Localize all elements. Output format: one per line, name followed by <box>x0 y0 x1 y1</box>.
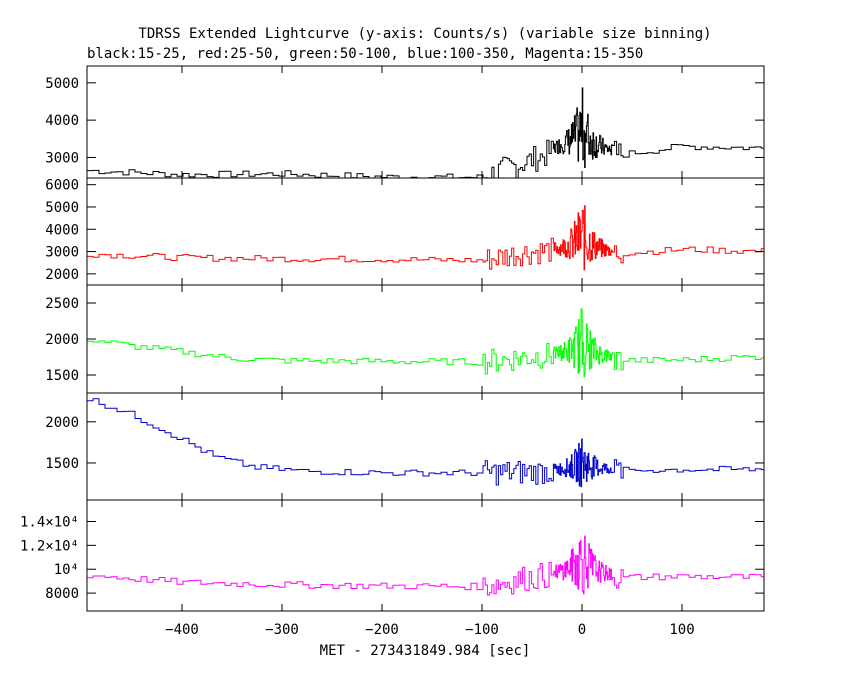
y-tick-label: 1.2×10⁴ <box>20 538 79 554</box>
x-tick-label: −100 <box>465 622 499 638</box>
panel-2: 2000 3000 4000 5000 6000 <box>45 177 765 286</box>
panel-frame <box>86 284 765 394</box>
y-tick-label: 3000 <box>45 245 79 261</box>
series-line-4 <box>87 398 764 488</box>
chart-subtitle: black:15-25, red:25-50, green:50-100, bl… <box>87 46 643 62</box>
y-tick-label: 6000 <box>45 178 79 194</box>
y-tick-label: 4000 <box>45 222 79 238</box>
y-tick-label: 10⁴ <box>54 562 79 578</box>
y-tick-label: 8000 <box>45 586 79 602</box>
x-tick-label: 100 <box>669 622 694 638</box>
y-tick-label: 1500 <box>45 368 79 384</box>
series-line-5 <box>87 535 764 596</box>
panel-4: 1500 2000 <box>45 392 765 501</box>
y-tick-label: 2000 <box>45 415 79 431</box>
panel-1: 3000 4000 5000 <box>45 65 765 179</box>
x-tick-label: −300 <box>265 622 299 638</box>
series-line-2 <box>87 205 764 271</box>
panel-5: 8000 10⁴ 1.2×10⁴ 1.4×10⁴ <box>20 499 765 612</box>
y-tick-label: 1.4×10⁴ <box>20 514 79 530</box>
y-tick-label: 1500 <box>45 456 79 472</box>
panel-frame <box>86 65 765 179</box>
x-tick-label: −400 <box>165 622 199 638</box>
y-tick-label: 2000 <box>45 267 79 283</box>
y-tick-label: 4000 <box>45 113 79 129</box>
series-line-3 <box>87 308 764 378</box>
panel-3: 1500 2000 2500 <box>45 284 765 394</box>
panels-group: 3000 4000 5000 2000 3000 4000 5000 6000 1500 2000… <box>20 65 765 612</box>
panel-frame <box>86 177 765 286</box>
y-tick-label: 2000 <box>45 332 79 348</box>
chart-title: TDRSS Extended Lightcurve (y-axis: Count… <box>138 26 711 42</box>
y-tick-label: 5000 <box>45 76 79 92</box>
x-ticks-group: −400 −300 −200 −100 0 100 <box>165 622 695 638</box>
y-tick-label: 5000 <box>45 200 79 216</box>
series-line-1 <box>87 87 764 179</box>
x-tick-label: −200 <box>365 622 399 638</box>
panel-frame <box>86 392 765 501</box>
x-axis-label: MET - 273431849.984 [sec] <box>320 643 531 659</box>
y-tick-label: 2500 <box>45 296 79 312</box>
x-tick-label: 0 <box>578 622 586 638</box>
panel-frame <box>86 499 765 612</box>
y-tick-label: 3000 <box>45 150 79 166</box>
